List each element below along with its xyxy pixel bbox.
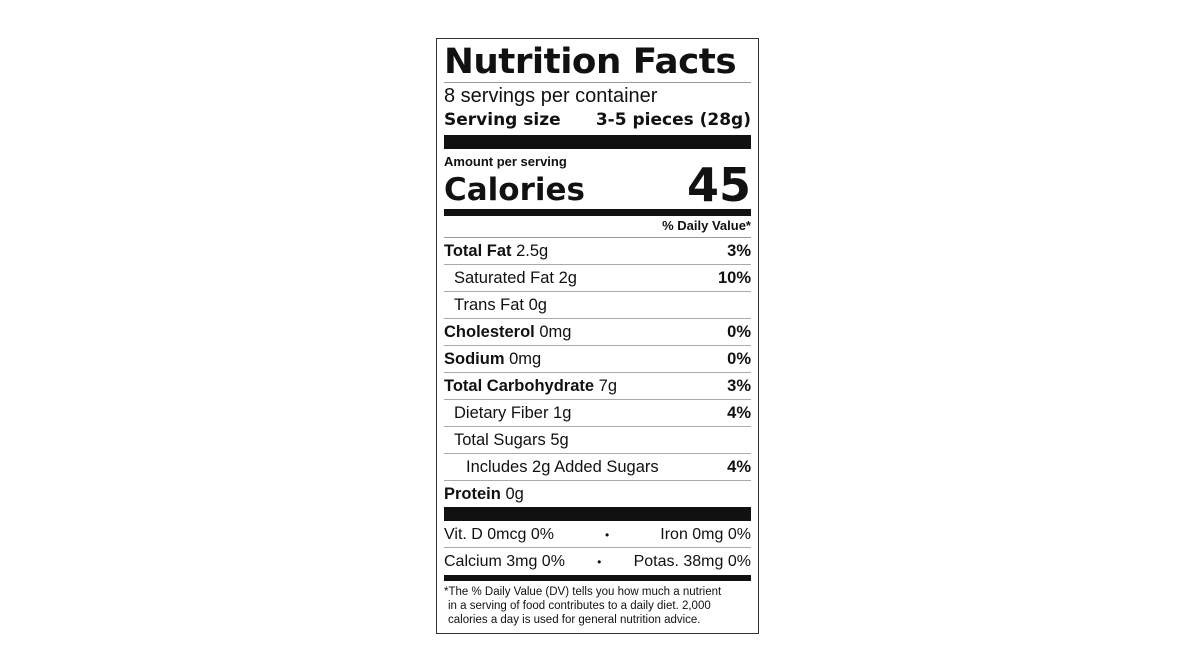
nutrient-amount: 0g: [528, 296, 547, 314]
nutrient-label: Includes 2g Added Sugars: [466, 458, 659, 476]
nutrient-row: Sodium 0mg 0%: [444, 346, 751, 373]
small-divider: [444, 575, 751, 581]
serving-size-value: 3-5 pieces (28g): [595, 110, 751, 130]
nutrient-label: Sodium: [444, 350, 505, 368]
nutrient-daily-value: 4%: [727, 458, 751, 476]
nutrient-daily-value: 0%: [727, 323, 751, 341]
daily-value-header: % Daily Value*: [444, 216, 751, 238]
nutrient-row: Cholesterol 0mg 0%: [444, 319, 751, 346]
nutrient-amount: 1g: [553, 404, 572, 422]
nutrient-row: Includes 2g Added Sugars 4%: [444, 454, 751, 481]
nutrient-row: Dietary Fiber 1g 4%: [444, 400, 751, 427]
vitamin-right: Potas. 38mg 0%: [633, 553, 751, 570]
thick-divider: [444, 507, 751, 521]
nutrient-row: Total Carbohydrate 7g 3%: [444, 373, 751, 400]
nutrient-list: Total Fat 2.5g 3% Saturated Fat 2g 10% Trans…: [444, 238, 751, 507]
label-title: Nutrition Facts: [444, 42, 737, 82]
nutrient-amount: 2g: [558, 269, 577, 287]
nutrient-label: Protein: [444, 485, 501, 503]
vitamin-sep: •: [605, 528, 610, 542]
nutrient-name: Saturated Fat 2g: [444, 265, 577, 291]
nutrient-label: Cholesterol: [444, 323, 535, 341]
nutrient-amount: 7g: [598, 377, 617, 395]
nutrient-amount: 2.5g: [516, 242, 549, 260]
vitamin-row: Vit. D 0mcg 0% • Iron 0mg 0%: [444, 521, 751, 548]
nutrient-label: Saturated Fat: [454, 269, 554, 287]
nutrient-label: Total Carbohydrate: [444, 377, 595, 395]
calories-value: 45: [686, 158, 751, 212]
nutrient-daily-value: 4%: [727, 404, 751, 422]
servings-per-container: 8 servings per container: [444, 85, 658, 107]
nutrient-name: Sodium 0mg: [444, 346, 541, 372]
thick-divider: [444, 135, 751, 149]
vitamin-list: Vit. D 0mcg 0% • Iron 0mg 0% Calcium 3mg 0%…: [444, 521, 751, 574]
nutrient-name: Trans Fat 0g: [444, 292, 547, 318]
nutrient-name: Total Sugars 5g: [444, 427, 569, 453]
nutrient-amount: 0mg: [539, 323, 572, 341]
footnote-line: calories a day is used for general nutri…: [448, 614, 701, 626]
nutrient-daily-value: 0%: [727, 350, 751, 368]
nutrient-row: Trans Fat 0g: [444, 292, 751, 319]
medium-divider: [444, 209, 751, 216]
vitamin-row: Calcium 3mg 0% • Potas. 38mg 0%: [444, 548, 751, 574]
footnote-line: in a serving of food contributes to a da…: [448, 600, 711, 612]
vitamin-sep: •: [597, 555, 602, 569]
nutrient-amount: 5g: [550, 431, 569, 449]
vitamin-left: Calcium 3mg 0%: [444, 553, 565, 570]
vitamin-left: Vit. D 0mcg 0%: [444, 526, 554, 543]
nutrient-row: Protein 0g: [444, 481, 751, 507]
nutrient-name: Protein 0g: [444, 481, 524, 507]
nutrient-row: Total Sugars 5g: [444, 427, 751, 454]
footnote: *The % Daily Value (DV) tells you how mu…: [444, 585, 751, 627]
footnote-line: *The % Daily Value (DV) tells you how mu…: [444, 586, 722, 598]
serving-size-label: Serving size: [444, 110, 561, 130]
nutrient-daily-value: 10%: [717, 269, 751, 287]
nutrient-label: Total Sugars: [454, 431, 546, 449]
nutrient-daily-value: 3%: [727, 377, 751, 395]
calories-row: Calories 45: [444, 162, 751, 208]
nutrient-name: Total Carbohydrate 7g: [444, 373, 617, 399]
divider: [444, 82, 751, 83]
nutrient-amount: 0mg: [509, 350, 542, 368]
nutrient-amount: 0g: [505, 485, 524, 503]
nutrition-facts-label: Nutrition Facts 8 servings per container…: [436, 38, 759, 634]
nutrient-row: Total Fat 2.5g 3%: [444, 238, 751, 265]
nutrient-name: Includes 2g Added Sugars: [444, 454, 659, 480]
nutrient-label: Total Fat: [444, 242, 512, 260]
vitamin-right: Iron 0mg 0%: [660, 526, 751, 543]
nutrient-name: Dietary Fiber 1g: [444, 400, 571, 426]
nutrient-daily-value: 3%: [727, 242, 751, 260]
nutrient-label: Dietary Fiber: [454, 404, 549, 422]
nutrient-name: Cholesterol 0mg: [444, 319, 571, 345]
amount-per-serving: Amount per serving: [444, 154, 567, 169]
calories-label: Calories: [444, 172, 585, 208]
serving-size: Serving size 3-5 pieces (28g): [444, 108, 751, 132]
nutrient-row: Saturated Fat 2g 10%: [444, 265, 751, 292]
nutrient-name: Total Fat 2.5g: [444, 238, 548, 264]
nutrient-label: Trans Fat: [454, 296, 524, 314]
